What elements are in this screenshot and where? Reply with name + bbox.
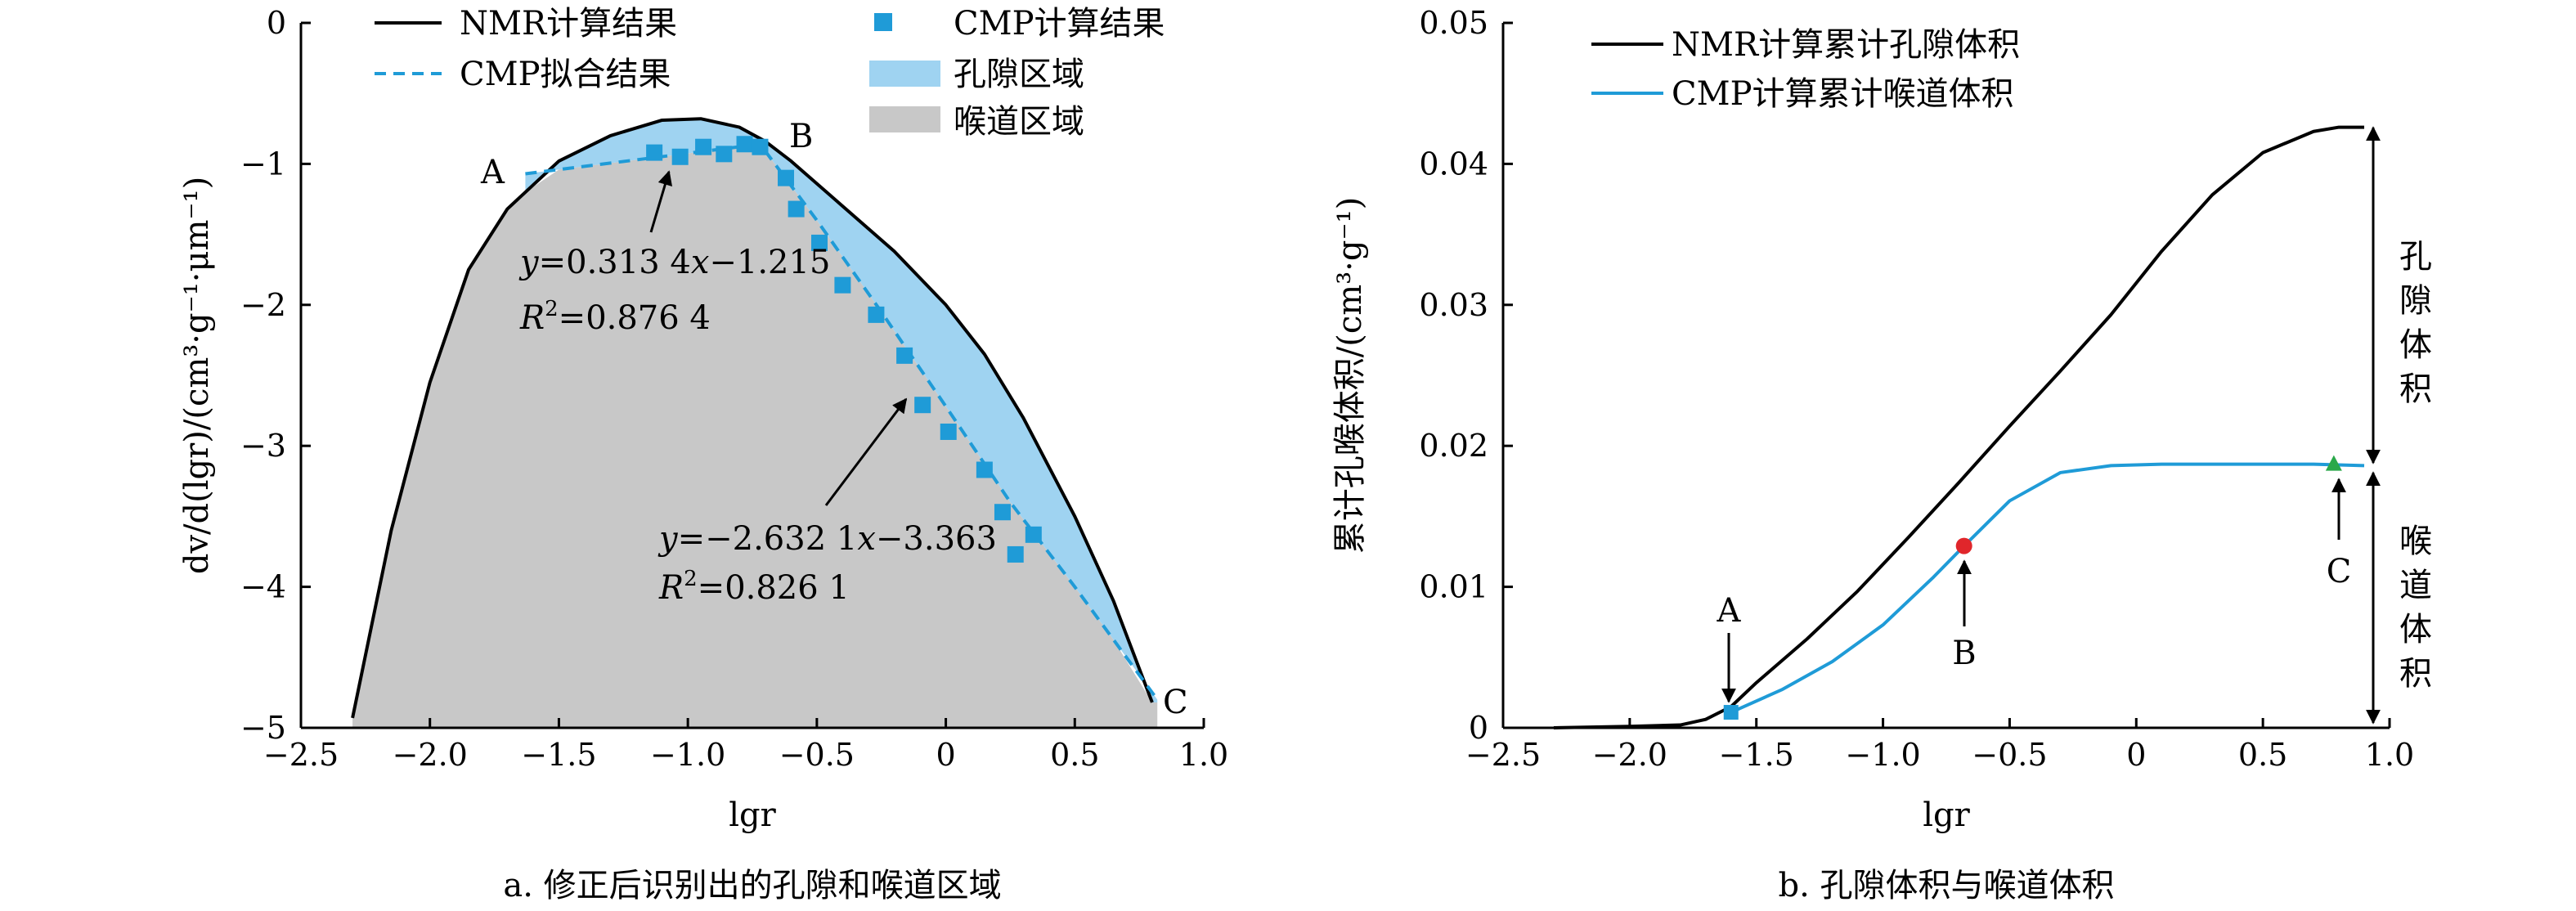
a-xtick-label: −2.5	[263, 737, 339, 773]
nmr-curve	[351, 117, 1154, 719]
a-ytick-label: −3	[240, 428, 286, 464]
cmp-point	[646, 144, 663, 161]
b-xtick-label: 1.0	[2365, 737, 2414, 773]
a-markers	[646, 136, 1042, 563]
a-legend-swatch-pore	[869, 61, 940, 87]
a-legend-swatch-cmp-points	[874, 13, 892, 31]
a-point-label-a: A	[480, 154, 505, 191]
a-xtick-label: −1.5	[521, 737, 596, 773]
b-xtick-label: −1.0	[1845, 737, 1920, 773]
a-legend-label-pore: 孔隙区域	[954, 56, 1084, 93]
cmp-cumulative-curve	[1730, 462, 2365, 714]
cmp-point	[671, 148, 689, 165]
b-markers	[1723, 455, 2342, 720]
cmp-point	[1007, 545, 1024, 563]
a-areas	[352, 119, 1158, 728]
throat-area	[352, 144, 1158, 728]
cmp-point	[716, 146, 733, 163]
a-xtick-label: 0.5	[1050, 737, 1099, 773]
a-legend-label-cmp-points: CMP计算结果	[954, 5, 1165, 43]
b-xlabel: lgr	[1923, 797, 1970, 834]
b-point-label-b: B	[1952, 635, 1976, 672]
b-ytick-label: 0.03	[1419, 287, 1488, 323]
b-ytick-label: 0.05	[1419, 5, 1488, 41]
b-point-label-a: A	[1717, 592, 1742, 630]
b-xtick-label: −2.5	[1465, 737, 1541, 773]
cmp-point	[778, 169, 795, 186]
a-r2-1: R2=0.876 4	[519, 297, 711, 337]
b-ytick-label: 0	[1469, 710, 1488, 746]
cmp-point	[736, 136, 753, 153]
pore-area	[525, 119, 1158, 702]
a-xtick-label: −0.5	[779, 737, 855, 773]
a-ytick-label: −2	[240, 287, 286, 323]
a-equation-1: y=0.313 4x−1.215	[518, 244, 830, 281]
cmp-point	[896, 347, 913, 364]
b-ytick-label: 0.02	[1419, 428, 1488, 464]
a-caption: a. 修正后识别出的孔隙和喉道区域	[503, 867, 1001, 904]
a-ytick-label: 0	[267, 5, 286, 41]
marker-a	[1723, 705, 1739, 720]
b-ytick-label: 0.01	[1419, 569, 1488, 605]
b-xtick-label: −0.5	[1972, 737, 2047, 773]
a-xtick-label: 1.0	[1179, 737, 1228, 773]
a-xticks: −2.5 −2.0 −1.5 −1.0 −0.5 0 0.5 1.0	[263, 718, 1228, 773]
a-legend-label-cmp-fit: CMP拟合结果	[460, 56, 671, 93]
b-xtick-label: 0	[2126, 737, 2146, 773]
a-equation-2: y=−2.632 1x−3.363	[657, 520, 997, 558]
a-point-label-c: C	[1163, 684, 1188, 721]
a-xtick-label: −2.0	[393, 737, 468, 773]
a-point-label-b: B	[789, 118, 813, 155]
cmp-point	[914, 397, 931, 414]
a-xlabel: lgr	[729, 797, 776, 834]
marker-b	[1955, 537, 1972, 554]
a-legend: NMR计算结果 CMP拟合结果 CMP计算结果 孔隙区域 喉道区域	[375, 5, 1165, 141]
a-legend-label-throat: 喉道区域	[954, 103, 1084, 141]
marker-c	[2325, 455, 2342, 471]
cmp-point	[788, 200, 805, 218]
b-bracket-label-pore: 孔隙体积	[2394, 239, 2431, 415]
cmp-point	[868, 306, 885, 323]
nmr-cumulative-curve	[1553, 125, 2365, 729]
cmp-point	[994, 504, 1011, 521]
cmp-point	[695, 138, 712, 155]
a-ytick-label: −5	[240, 710, 286, 746]
panel-a: −2.5 −2.0 −1.5 −1.0 −0.5 0 0.5 1.0 0−1−2−3−4−5 …	[178, 5, 1228, 904]
b-point-label-c: C	[2327, 553, 2352, 590]
a-ylabel: dv/d(lgr)/(cm³·g⁻¹·μm⁻¹)	[178, 177, 216, 574]
a-xtick-label: −1.0	[650, 737, 725, 773]
b-series	[1553, 125, 2365, 729]
b-xtick-label: −2.0	[1592, 737, 1667, 773]
cmp-point	[976, 461, 993, 478]
b-xticks: −2.5 −2.0 −1.5 −1.0 −0.5 0 0.5 1.0	[1465, 718, 2414, 773]
b-legend-label-nmr: NMR计算累计孔隙体积	[1672, 26, 2020, 64]
a-legend-swatch-throat	[869, 106, 940, 132]
b-bracket-label-throat: 喉道体积	[2394, 523, 2431, 700]
b-legend: NMR计算累计孔隙体积 CMP计算累计喉道体积	[1591, 26, 2020, 113]
a-r2-2: R2=0.826 1	[658, 567, 850, 607]
b-ylabel: 累计孔喉体积/(cm³·g⁻¹)	[1331, 197, 1369, 554]
b-xtick-label: −1.5	[1719, 737, 1794, 773]
b-caption: b. 孔隙体积与喉道体积	[1778, 867, 2114, 904]
cmp-point	[811, 234, 828, 251]
cmp-point	[834, 276, 851, 294]
b-yticks: 0 0.01 0.02 0.03 0.04 0.05	[1419, 5, 1513, 746]
a-annotation-arrow-1	[649, 170, 673, 233]
cmp-point	[1025, 526, 1042, 543]
a-ytick-label: −4	[240, 569, 286, 605]
b-legend-label-cmp: CMP计算累计喉道体积	[1672, 75, 2013, 113]
cmp-point	[752, 138, 769, 155]
b-xtick-label: 0.5	[2238, 737, 2287, 773]
a-xtick-label: 0	[936, 737, 955, 773]
panel-b: −2.5 −2.0 −1.5 −1.0 −0.5 0 0.5 1.0 0 0.01 0.02 0.0…	[1331, 5, 2431, 904]
b-ytick-label: 0.04	[1419, 146, 1488, 182]
a-annotation-arrow-2	[824, 397, 908, 506]
cmp-point	[940, 423, 957, 440]
a-ytick-label: −1	[240, 146, 286, 182]
a-legend-label-nmr: NMR计算结果	[460, 5, 677, 43]
a-yticks: 0 −1 −2 −3 −4 −5	[240, 5, 311, 746]
